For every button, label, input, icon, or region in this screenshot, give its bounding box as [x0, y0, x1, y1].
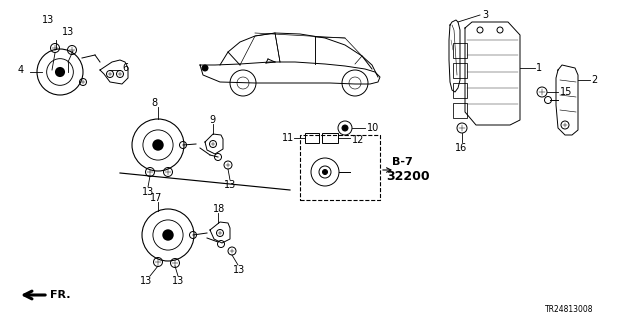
Text: B-7: B-7	[392, 157, 413, 167]
Circle shape	[163, 229, 173, 241]
Text: 32200: 32200	[386, 170, 429, 182]
Text: 13: 13	[140, 276, 152, 286]
Bar	[322, 133, 338, 143]
Text: 11: 11	[282, 133, 294, 143]
Circle shape	[152, 139, 164, 151]
Text: 15: 15	[560, 87, 572, 97]
Text: TR24813008: TR24813008	[545, 306, 593, 315]
Text: 13: 13	[224, 180, 236, 190]
Circle shape	[55, 67, 65, 77]
Text: 16: 16	[455, 143, 467, 153]
Bar	[300, 135, 380, 200]
Circle shape	[323, 170, 328, 174]
Circle shape	[202, 65, 208, 71]
Text: 3: 3	[482, 10, 488, 20]
Text: 17: 17	[150, 193, 163, 203]
Text: 18: 18	[213, 204, 225, 214]
Text: 2: 2	[591, 75, 597, 85]
Text: 9: 9	[209, 115, 215, 125]
Text: 13: 13	[233, 265, 245, 275]
Text: FR.: FR.	[50, 290, 70, 300]
Text: 1: 1	[536, 63, 542, 73]
Circle shape	[342, 125, 348, 131]
Text: 8: 8	[151, 98, 157, 108]
Text: 4: 4	[18, 65, 24, 75]
Text: 12: 12	[352, 135, 364, 145]
Bar	[305, 133, 319, 143]
Bar	[453, 103, 467, 118]
Bar	[453, 43, 467, 58]
Bar	[453, 63, 467, 78]
Text: 13: 13	[172, 276, 184, 286]
Text: 13: 13	[142, 187, 154, 197]
Text: 13: 13	[42, 15, 54, 25]
Text: 10: 10	[367, 123, 380, 133]
Bar	[453, 83, 467, 98]
Text: 13: 13	[62, 27, 74, 37]
Text: 6: 6	[122, 63, 128, 73]
